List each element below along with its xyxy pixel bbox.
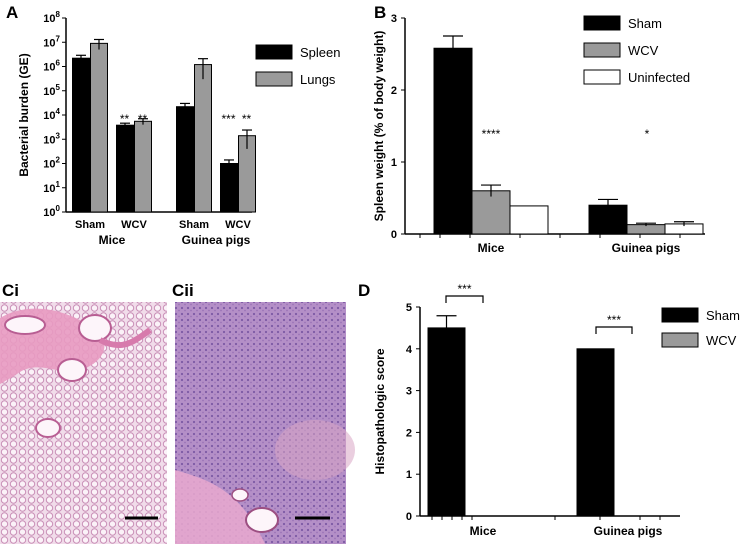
panel-letter-b: B [374, 3, 386, 22]
y-tick-label: 101 [43, 180, 60, 195]
vessel [98, 327, 152, 349]
vessel-wall [175, 470, 265, 544]
y-tick-label: 0 [406, 511, 412, 523]
bar-spleen [220, 163, 238, 213]
bar-lungs [194, 64, 212, 213]
legend-label: Sham [628, 16, 662, 31]
y-tick-label: 2 [391, 85, 397, 97]
y-axis-label: Bacterial burden (GE) [17, 53, 31, 176]
bar-spleen [116, 124, 134, 213]
bar-lungs [134, 120, 152, 213]
significance-label: *** [607, 313, 621, 327]
x-tick-label: Mice [470, 524, 497, 538]
pink-region [275, 420, 355, 480]
bar-uninfected [509, 205, 549, 235]
bar-sham [427, 327, 466, 517]
legend-label: Sham [706, 308, 740, 323]
significance-label: * [645, 127, 650, 141]
group-label: Mice [99, 233, 126, 247]
significance-bracket [445, 295, 484, 303]
legend-label: WCV [706, 333, 737, 348]
chart-d: 0 1 2 3 4 5 Histopathologic score *** *** Mice Gui… [373, 282, 740, 538]
significance-label: ** [242, 112, 252, 126]
x-tick-label: Sham [179, 219, 209, 231]
legend-swatch [583, 42, 621, 58]
panel-letter-d: D [358, 281, 370, 300]
legend-swatch [255, 71, 293, 87]
significance-label: *** [221, 112, 235, 126]
legend-label: Spleen [300, 45, 340, 60]
bronchiole [35, 418, 61, 438]
panel-letter-a: A [6, 3, 18, 22]
bronchiole [78, 314, 112, 342]
y-tick-label: 102 [43, 156, 60, 171]
y-tick-label: 105 [43, 83, 60, 98]
significance-label: *** [457, 282, 471, 296]
legend-swatch [661, 307, 699, 323]
y-tick-label: 3 [391, 13, 397, 25]
y-axis-label: Spleen weight (% of body weight) [372, 31, 386, 222]
bronchiole [4, 315, 46, 335]
bar-spleen [72, 57, 90, 213]
y-tick-label: 5 [406, 302, 412, 314]
y-tick-label: 106 [43, 59, 60, 74]
y-tick-label: 4 [406, 344, 413, 356]
y-tick-label: 108 [43, 10, 60, 25]
histology-image-ci [0, 302, 167, 544]
bar-sham [576, 348, 615, 517]
y-tick-label: 2 [406, 427, 412, 439]
panel-letter-cii: Cii [172, 281, 194, 300]
x-tick-label: Guinea pigs [612, 241, 681, 255]
bronchiole [245, 507, 279, 533]
legend-label: Uninfected [628, 70, 690, 85]
bar-spleen [176, 106, 194, 213]
legend-swatch [583, 15, 621, 31]
chart-a: 100 101 102 103 104 105 106 107 108 Bacterial bur… [17, 10, 340, 247]
y-tick-label: 100 [43, 204, 60, 219]
x-tick-label: WCV [225, 219, 251, 231]
y-axis-label: Histopathologic score [373, 348, 387, 474]
bar-wcv [471, 190, 511, 235]
y-tick-label: 104 [43, 107, 60, 122]
x-tick-label: Sham [75, 219, 105, 231]
y-tick-label: 103 [43, 131, 60, 146]
significance-label: ** [138, 112, 148, 126]
histology-image-cii [175, 302, 355, 544]
y-tick-label: 107 [43, 34, 60, 49]
group-label: Guinea pigs [182, 233, 251, 247]
x-tick-label: Mice [478, 241, 505, 255]
y-tick-label: 3 [406, 386, 412, 398]
legend-label: WCV [628, 43, 659, 58]
legend-swatch [583, 69, 621, 85]
legend-swatch [661, 332, 699, 348]
legend-label: Lungs [300, 72, 336, 87]
legend-swatch [255, 44, 293, 60]
significance-label: ** [120, 112, 130, 126]
y-tick-label: 1 [406, 469, 412, 481]
bar-lungs [90, 42, 108, 213]
bronchiole [57, 358, 87, 382]
significance-label: **** [482, 127, 501, 141]
panel-letter-ci: Ci [2, 281, 19, 300]
bronchiole [231, 488, 249, 502]
significance-bracket [595, 326, 633, 334]
x-tick-label: WCV [121, 219, 147, 231]
y-tick-label: 0 [391, 229, 397, 241]
x-tick-label: Guinea pigs [594, 524, 663, 538]
bar-sham [433, 47, 473, 235]
y-tick-label: 1 [391, 157, 397, 169]
